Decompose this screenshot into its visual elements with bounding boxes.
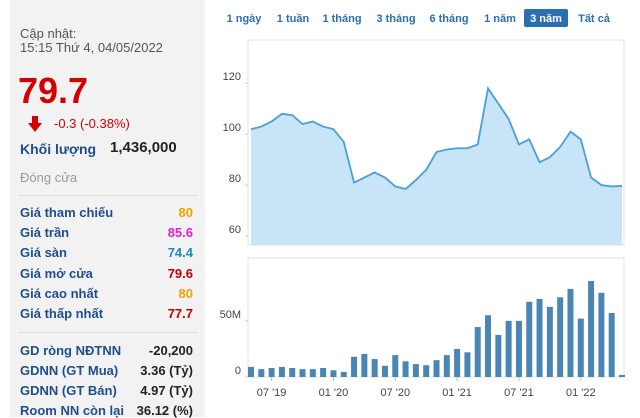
separator	[18, 195, 198, 196]
y-tick-label: 0	[235, 365, 241, 377]
volume-bar	[340, 371, 347, 377]
volume-bar	[505, 320, 512, 377]
volume-bar	[278, 366, 285, 377]
volume-bar	[567, 288, 574, 377]
volume-bar	[320, 368, 327, 377]
row-value: 79.6	[167, 265, 193, 281]
x-tick-label: 01 '21	[442, 387, 472, 399]
x-tick-label: 01 '22	[566, 387, 596, 399]
updated-time: 15:15 Thứ 4, 04/05/2022	[20, 40, 163, 55]
volume-bar	[454, 348, 461, 377]
row-label: Giá mở cửa	[20, 265, 93, 281]
row-value: -20,200	[148, 343, 193, 358]
price: 79.7	[18, 70, 89, 111]
volume-bar	[268, 368, 275, 377]
row-value: 80	[178, 285, 193, 301]
volume-bar	[598, 292, 605, 377]
status: Đóng cửa	[20, 170, 78, 185]
price-change: -0.3 (-0.38%)	[54, 116, 130, 131]
quote-panel: Cập nhật: 15:15 Thứ 4, 04/05/2022 79.7 -…	[10, 0, 205, 418]
volume-bar	[309, 369, 316, 377]
range-button[interactable]: 3 năm	[530, 13, 562, 25]
x-tick-label: 07 '21	[504, 387, 534, 399]
volume-bar	[248, 366, 254, 377]
volume-bar	[536, 298, 543, 377]
range-button[interactable]: 1 tuần	[277, 13, 310, 25]
separator	[18, 332, 198, 333]
volume-label: Khối lượng	[20, 141, 97, 157]
volume-bar	[258, 369, 265, 377]
volume: 1,436,000	[110, 139, 177, 156]
range-button[interactable]: 1 tháng	[322, 13, 361, 25]
x-tick-label: 07 '20	[380, 387, 410, 399]
volume-bar	[330, 370, 337, 377]
volume-bar	[299, 369, 306, 377]
row-label: Giá cao nhất	[20, 285, 99, 301]
row-value: 4.97 (Tỷ)	[140, 383, 193, 398]
volume-bar	[412, 364, 419, 377]
row-label: Giá trần	[20, 225, 70, 241]
volume-bar	[588, 281, 595, 377]
range-button[interactable]: 3 tháng	[376, 13, 415, 25]
volume-bar	[474, 327, 481, 377]
row-label: GDNN (GT Bán)	[20, 383, 117, 398]
volume-bar	[423, 365, 430, 377]
volume-bar	[515, 320, 522, 377]
range-button[interactable]: 1 ngày	[227, 13, 263, 25]
volume-bar	[577, 318, 584, 377]
x-tick-label: 07 '19	[257, 387, 287, 399]
volume-bar	[443, 355, 450, 377]
row-label: GDNN (GT Mua)	[20, 363, 119, 378]
volume-bar	[495, 334, 502, 377]
volume-bar	[289, 368, 296, 377]
y-tick-label: 80	[229, 173, 241, 185]
row-value: 80	[178, 205, 193, 220]
volume-bar	[546, 306, 553, 377]
row-label: GD ròng NĐTNN	[20, 343, 122, 358]
volume-bar	[464, 352, 471, 377]
row-value: 85.6	[167, 225, 193, 241]
volume-bar	[619, 374, 625, 377]
range-button[interactable]: Tất cả	[578, 13, 611, 25]
chart-group: 1 ngày 1 tuần 1 tháng 3 tháng 6 tháng 1 năm 3 …	[220, 9, 625, 399]
y-tick-label: 100	[223, 122, 241, 134]
volume-bar	[381, 365, 388, 377]
volume-bar	[557, 297, 564, 377]
row-label: Room NN còn lại	[20, 403, 125, 418]
row-value: 3.36 (Tỷ)	[140, 363, 193, 378]
range-button[interactable]: 6 tháng	[429, 13, 468, 25]
volume-bar	[526, 301, 533, 377]
volume-bar	[402, 361, 409, 377]
price-area	[251, 88, 622, 245]
price-line	[250, 86, 623, 190]
volume-bar	[433, 360, 440, 377]
y-tick-label: 50M	[220, 309, 241, 321]
volume-bar	[371, 359, 378, 377]
row-value: 74.4	[167, 245, 193, 261]
row-label: Giá thấp nhất	[20, 306, 104, 321]
updated-label: Cập nhật:	[20, 26, 77, 41]
volume-bar	[361, 353, 368, 377]
down-arrow	[28, 116, 42, 132]
row-value: 77.7	[167, 306, 193, 321]
range-button-selected[interactable]	[524, 9, 568, 27]
x-tick-label: 01 '20	[319, 387, 349, 399]
charts: 1 ngày 1 tuần 1 tháng 3 tháng 6 tháng 1 năm 3 …	[220, 9, 625, 399]
volume-bar	[392, 355, 399, 377]
row-label: Giá sàn	[20, 245, 67, 261]
volume-bar	[608, 313, 615, 377]
row-value: 36.12 (%)	[136, 403, 193, 418]
row-label: Giá tham chiếu	[20, 205, 114, 220]
y-tick-label: 120	[223, 71, 241, 83]
volume-bar	[485, 315, 492, 377]
volume-bar	[351, 356, 358, 377]
y-tick-label: 60	[229, 224, 241, 236]
range-button[interactable]: 1 năm	[484, 13, 516, 25]
